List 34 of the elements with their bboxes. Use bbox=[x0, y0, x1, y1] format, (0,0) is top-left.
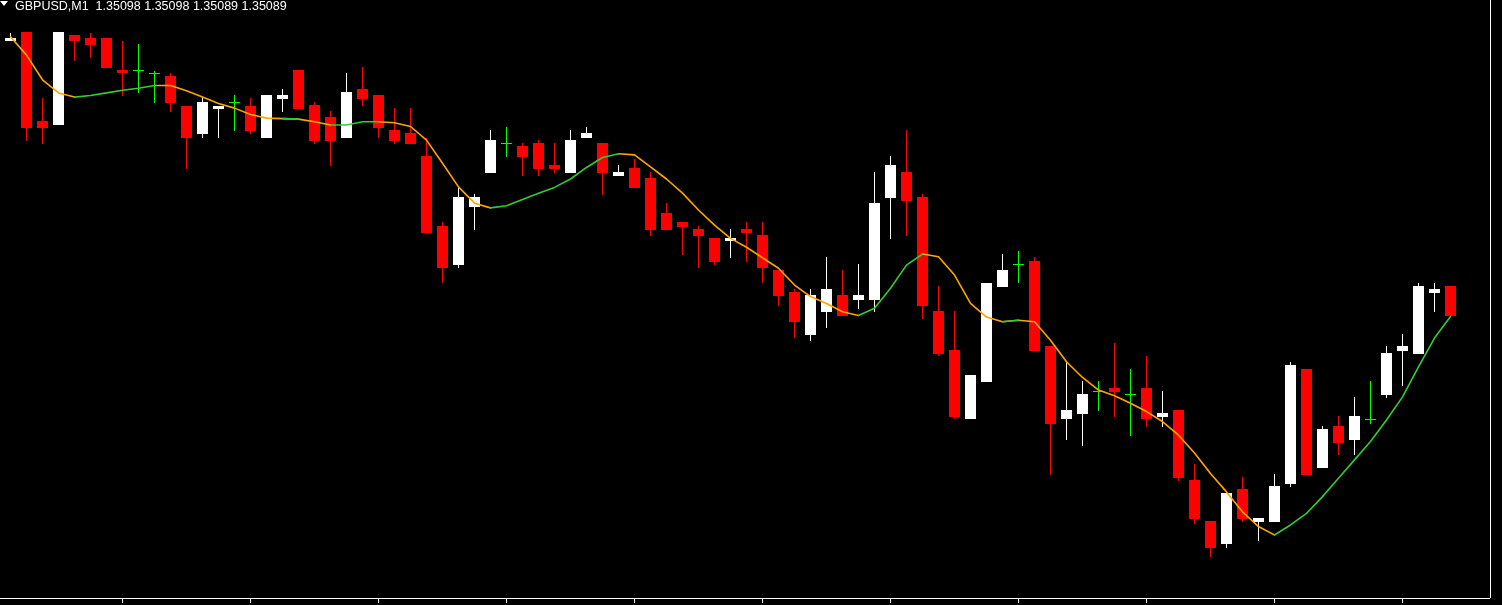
candlestick bbox=[1077, 380, 1088, 447]
candlestick bbox=[1333, 415, 1344, 456]
candlestick bbox=[661, 202, 672, 231]
candlestick bbox=[677, 221, 688, 256]
candlestick bbox=[1365, 380, 1376, 425]
chart-title: GBPUSD,M1 1.35098 1.35098 1.35089 1.35089 bbox=[15, 0, 287, 13]
candlestick bbox=[1061, 360, 1072, 441]
candlestick bbox=[837, 269, 848, 316]
candlestick bbox=[133, 43, 144, 94]
candlestick bbox=[1157, 390, 1168, 428]
candlestick bbox=[549, 142, 560, 174]
candlestick bbox=[37, 97, 48, 145]
candlestick bbox=[517, 142, 528, 177]
candlestick bbox=[389, 107, 400, 145]
candlestick bbox=[357, 66, 368, 106]
candlestick bbox=[1253, 517, 1264, 542]
candlestick bbox=[821, 256, 832, 329]
candlestick bbox=[1109, 342, 1120, 418]
candlestick bbox=[229, 94, 240, 132]
candlestick bbox=[1013, 250, 1024, 284]
candlestick bbox=[997, 253, 1008, 288]
candlestick bbox=[853, 263, 864, 310]
candlestick bbox=[501, 126, 512, 158]
candlestick bbox=[1125, 368, 1136, 437]
candlestick bbox=[405, 107, 416, 145]
candlestick bbox=[149, 70, 160, 104]
candlestick bbox=[629, 158, 640, 189]
candlestick bbox=[693, 225, 704, 269]
candlestick bbox=[69, 34, 80, 62]
candlestick bbox=[85, 32, 96, 59]
candlestick bbox=[1397, 333, 1408, 387]
candlestick bbox=[1429, 282, 1440, 313]
candlestick bbox=[741, 221, 752, 263]
candlestick bbox=[277, 88, 288, 113]
